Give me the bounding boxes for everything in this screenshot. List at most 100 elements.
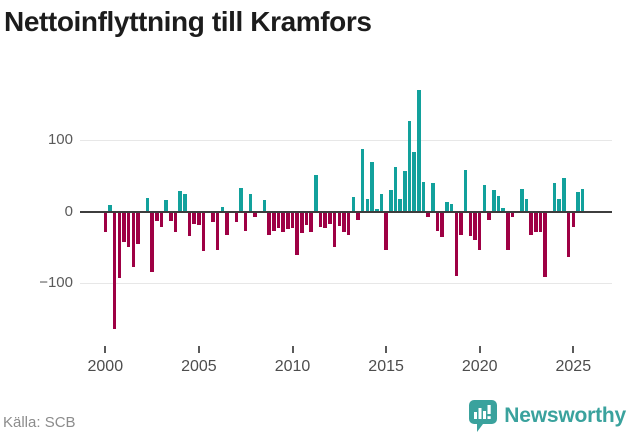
bar bbox=[566, 212, 571, 258]
bar bbox=[234, 212, 239, 223]
bar bbox=[178, 190, 182, 212]
bar bbox=[262, 200, 267, 212]
bar bbox=[183, 193, 187, 212]
source-label: Källa: SCB bbox=[3, 414, 76, 431]
bar bbox=[112, 212, 117, 329]
bar bbox=[169, 212, 173, 222]
bar bbox=[388, 190, 393, 212]
bar bbox=[342, 212, 346, 233]
bar bbox=[435, 212, 440, 232]
bar bbox=[215, 212, 220, 251]
bar bbox=[211, 212, 215, 222]
x-axis-label: 2015 bbox=[368, 358, 404, 375]
bar bbox=[580, 189, 585, 212]
bar bbox=[271, 212, 276, 232]
x-axis-tick bbox=[572, 346, 575, 353]
bar bbox=[267, 212, 271, 236]
bar bbox=[477, 212, 482, 250]
bar bbox=[187, 212, 192, 237]
newsworthy-logo: Newsworthy bbox=[469, 400, 626, 432]
bar bbox=[314, 175, 318, 212]
bar bbox=[562, 177, 566, 212]
bar bbox=[403, 170, 407, 212]
bar bbox=[431, 182, 435, 212]
bar bbox=[426, 212, 430, 218]
bar bbox=[276, 212, 281, 229]
bar bbox=[309, 212, 313, 233]
x-axis-tick bbox=[104, 346, 107, 353]
bar bbox=[412, 151, 416, 212]
bar bbox=[248, 194, 253, 212]
bar bbox=[154, 212, 159, 222]
bar bbox=[473, 212, 477, 241]
x-axis-label: 2005 bbox=[181, 358, 217, 375]
bar bbox=[496, 195, 501, 212]
page-title: Nettoinflyttning till Kramfors bbox=[4, 6, 372, 37]
bar bbox=[290, 212, 295, 229]
bar bbox=[374, 208, 379, 212]
bar bbox=[150, 212, 154, 272]
bar bbox=[576, 192, 580, 212]
bar bbox=[552, 182, 557, 212]
bar bbox=[328, 212, 332, 224]
bar bbox=[136, 212, 140, 244]
bar bbox=[538, 212, 543, 233]
bar bbox=[459, 212, 463, 235]
x-axis-zero-line bbox=[80, 210, 612, 213]
bar bbox=[225, 212, 229, 236]
bar bbox=[454, 212, 459, 276]
bar bbox=[253, 212, 257, 217]
x-axis-tick bbox=[291, 346, 294, 353]
bar bbox=[300, 212, 304, 234]
bar bbox=[365, 199, 370, 212]
bar bbox=[131, 212, 136, 268]
bar bbox=[239, 187, 243, 212]
bar bbox=[505, 212, 510, 251]
bar bbox=[379, 194, 384, 212]
bar bbox=[281, 212, 285, 232]
bar bbox=[398, 199, 402, 212]
x-axis-label: 2020 bbox=[461, 358, 498, 375]
x-axis-tick bbox=[197, 346, 200, 353]
bar bbox=[337, 212, 342, 227]
bar bbox=[201, 212, 206, 251]
bar bbox=[122, 212, 126, 243]
bar bbox=[318, 212, 323, 228]
bar bbox=[534, 212, 538, 232]
bar bbox=[557, 199, 562, 212]
bar bbox=[295, 212, 299, 256]
bar bbox=[468, 212, 473, 237]
bar bbox=[159, 212, 164, 228]
bar bbox=[360, 148, 365, 212]
bar bbox=[510, 212, 515, 218]
newsworthy-wordmark: Newsworthy bbox=[504, 404, 626, 427]
bar bbox=[356, 212, 360, 220]
bar bbox=[332, 212, 337, 248]
bar bbox=[384, 212, 388, 250]
x-axis-label: 2025 bbox=[555, 358, 592, 375]
bar bbox=[117, 212, 122, 279]
bar bbox=[243, 212, 248, 232]
bar bbox=[370, 162, 374, 212]
bar bbox=[304, 212, 309, 226]
bar bbox=[421, 182, 426, 212]
bar bbox=[323, 212, 328, 229]
bar bbox=[543, 212, 547, 277]
bar bbox=[192, 212, 196, 224]
y-axis-label: −100 bbox=[39, 273, 73, 291]
y-axis-label: 100 bbox=[47, 131, 73, 149]
bar bbox=[449, 203, 454, 212]
gridline-−100 bbox=[80, 282, 612, 284]
y-axis-label: 0 bbox=[64, 202, 73, 220]
bar bbox=[108, 205, 112, 212]
bar bbox=[393, 166, 398, 212]
bar bbox=[197, 212, 201, 226]
bar bbox=[529, 212, 533, 236]
bar bbox=[487, 212, 491, 221]
bar bbox=[126, 212, 131, 247]
x-axis-tick bbox=[385, 346, 388, 353]
bar bbox=[145, 197, 150, 212]
bar bbox=[173, 212, 178, 233]
bar bbox=[103, 212, 108, 233]
